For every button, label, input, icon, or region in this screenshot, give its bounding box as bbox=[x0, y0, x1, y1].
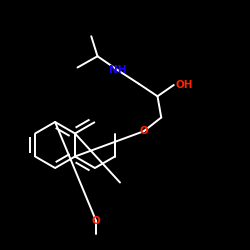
Text: OH: OH bbox=[175, 80, 192, 90]
Text: O: O bbox=[140, 126, 148, 136]
Text: NH: NH bbox=[109, 65, 126, 75]
Text: O: O bbox=[92, 216, 100, 226]
